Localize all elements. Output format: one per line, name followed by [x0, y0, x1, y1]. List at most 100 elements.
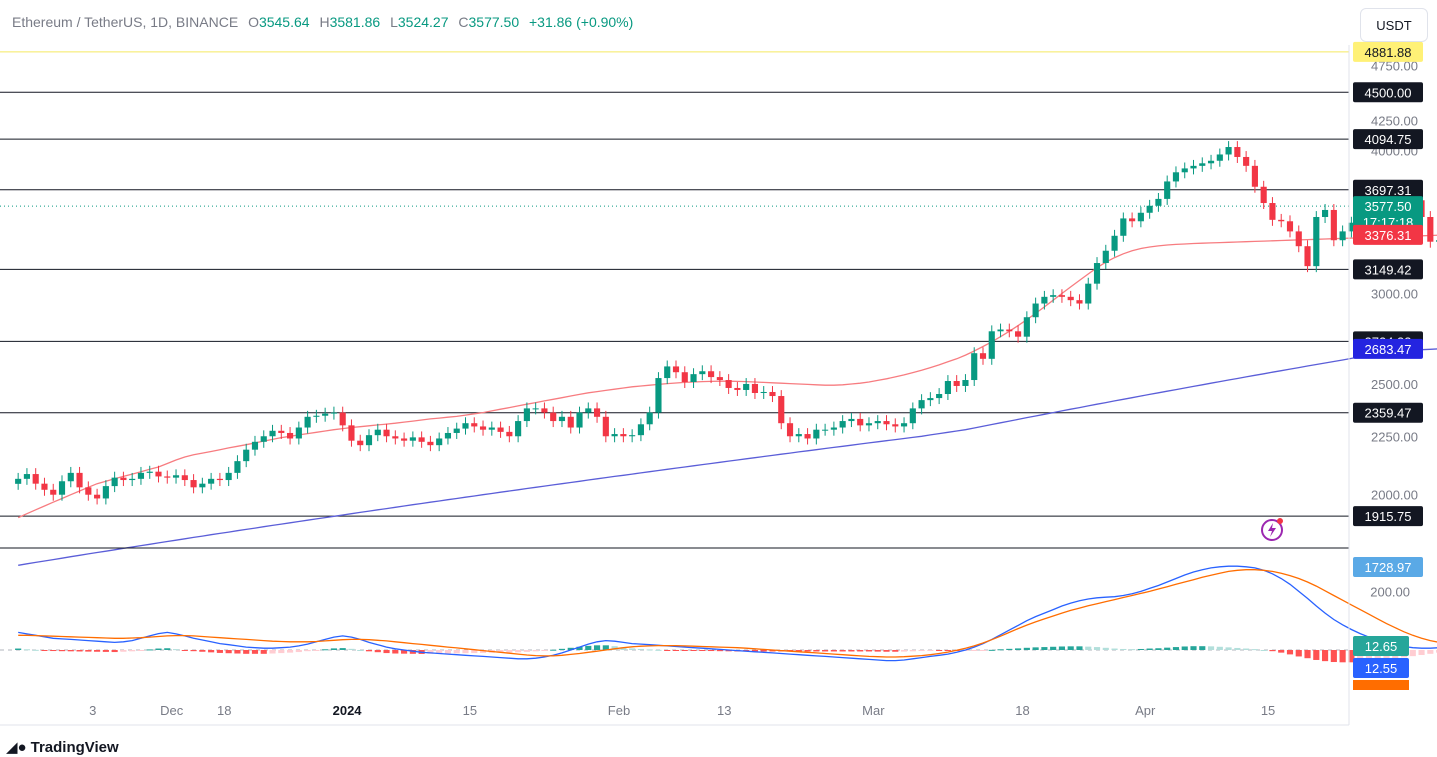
- symbol-title: Ethereum / TetherUS, 1D, BINANCE: [12, 14, 239, 30]
- candle-body: [646, 412, 653, 425]
- macd-histogram-bar: [550, 649, 557, 651]
- candle-body: [830, 427, 837, 430]
- candle-body: [576, 412, 583, 428]
- tv-logo-icon: ◢●: [6, 739, 27, 756]
- price-level-label: 4094.75: [1365, 132, 1412, 147]
- macd-histogram-bar: [1409, 650, 1416, 657]
- macd-histogram-bar: [32, 649, 39, 651]
- macd-histogram-bar: [427, 650, 434, 654]
- macd-histogram-bar: [1006, 648, 1013, 650]
- macd-histogram-bar: [85, 650, 92, 652]
- candle-body: [716, 377, 723, 381]
- macd-histogram-bar: [129, 650, 136, 652]
- candle-body: [681, 372, 688, 382]
- macd-histogram-bar: [1418, 650, 1425, 655]
- candle-body: [1322, 209, 1329, 218]
- macd-histogram-bar: [409, 650, 416, 654]
- macd-histogram-bar: [462, 650, 469, 654]
- macd-histogram-bar: [1304, 650, 1311, 659]
- macd-histogram-bar: [576, 646, 583, 650]
- macd-histogram-bar: [1199, 646, 1206, 650]
- candle-body: [199, 483, 206, 488]
- price-level-tag: [1353, 129, 1423, 150]
- macd-histogram-bar: [190, 650, 197, 652]
- low-value: 3524.27: [397, 14, 449, 30]
- macd-histogram-bar: [1067, 646, 1074, 650]
- time-tick-label: 18: [217, 703, 231, 718]
- macd-histogram-bar: [330, 648, 337, 650]
- time-tick-label: 18: [1015, 703, 1029, 718]
- candle-body: [1006, 329, 1013, 332]
- candle-body: [401, 438, 408, 441]
- brand-name: TradingView: [30, 738, 119, 756]
- candle-body: [1120, 218, 1127, 236]
- signal-line: [18, 569, 1437, 658]
- macd-histogram-bar: [1172, 647, 1180, 650]
- macd-histogram-bar: [593, 645, 601, 650]
- candles: [15, 141, 1437, 505]
- candle-body: [786, 423, 794, 437]
- macd-histogram-bar: [94, 650, 101, 652]
- macd-histogram-bar: [1330, 650, 1337, 663]
- candle-body: [927, 398, 934, 401]
- macd-histogram-bar: [1032, 647, 1039, 650]
- candle-body: [85, 487, 92, 495]
- candle-body: [550, 412, 557, 422]
- price-tick-label: 4750.00: [1371, 58, 1418, 73]
- macd-histogram-bar: [611, 646, 618, 650]
- price-tag-label: 3376.31: [1365, 228, 1412, 243]
- macd-histogram-bar: [444, 650, 452, 654]
- macd-histogram-bar: [558, 648, 566, 650]
- macd-histogram-bar: [374, 650, 381, 653]
- candle-body: [962, 380, 969, 386]
- macd-histogram-bar: [1102, 647, 1109, 650]
- macd-tick-label: 200.00: [1370, 584, 1410, 599]
- candle-body: [865, 423, 873, 426]
- macd-histogram-bar: [120, 650, 127, 652]
- candle-body: [997, 329, 1004, 332]
- candle-body: [804, 434, 811, 439]
- macd-histogram-bar: [699, 650, 706, 651]
- time-tick-label: 3: [89, 703, 96, 718]
- candle-body: [874, 421, 881, 424]
- price-tick-label: 3000.00: [1371, 287, 1418, 302]
- candle-body: [260, 436, 267, 442]
- candle-body: [725, 380, 732, 388]
- macd-histogram-bar: [243, 650, 250, 654]
- candle-body: [1164, 181, 1171, 199]
- currency-button[interactable]: USDT: [1360, 8, 1428, 42]
- candle-body: [655, 378, 662, 413]
- candle-body: [41, 483, 48, 490]
- macd-histogram-bar: [708, 650, 715, 652]
- axes: 4750.004250.004000.003000.002500.002250.…: [0, 45, 1418, 726]
- macd-histogram-bar: [1216, 646, 1223, 650]
- tradingview-logo[interactable]: ◢● TradingView: [6, 738, 119, 757]
- macd-histogram-bar: [883, 650, 890, 652]
- candle-body: [1041, 296, 1048, 304]
- candle-body: [971, 353, 978, 381]
- macd-histogram-bar: [1129, 649, 1136, 651]
- candle-body: [304, 416, 311, 428]
- macd-histogram-bar: [1234, 647, 1241, 650]
- candle-body: [1207, 160, 1215, 164]
- candle-body: [453, 428, 460, 433]
- candle-body: [760, 391, 767, 393]
- open-value: 3545.64: [258, 14, 310, 30]
- candle-body: [664, 366, 671, 379]
- lightning-icon[interactable]: [1259, 516, 1285, 542]
- candle-body: [225, 472, 232, 481]
- candle-body: [330, 412, 337, 414]
- macd-histogram-bar: [251, 650, 259, 654]
- candle-body: [471, 423, 478, 427]
- macd-histogram-bar: [76, 650, 83, 652]
- price-tag-label: 2683.47: [1365, 342, 1412, 357]
- macd-histogram-bar: [515, 650, 522, 653]
- macd-histogram-bar: [1085, 646, 1092, 650]
- candle-body: [322, 413, 329, 416]
- candle-body: [181, 475, 188, 481]
- macd-histogram-bar: [1295, 650, 1302, 657]
- candle-body: [690, 374, 697, 382]
- macd-histogram-bar: [1427, 650, 1434, 654]
- candle-body: [848, 418, 855, 422]
